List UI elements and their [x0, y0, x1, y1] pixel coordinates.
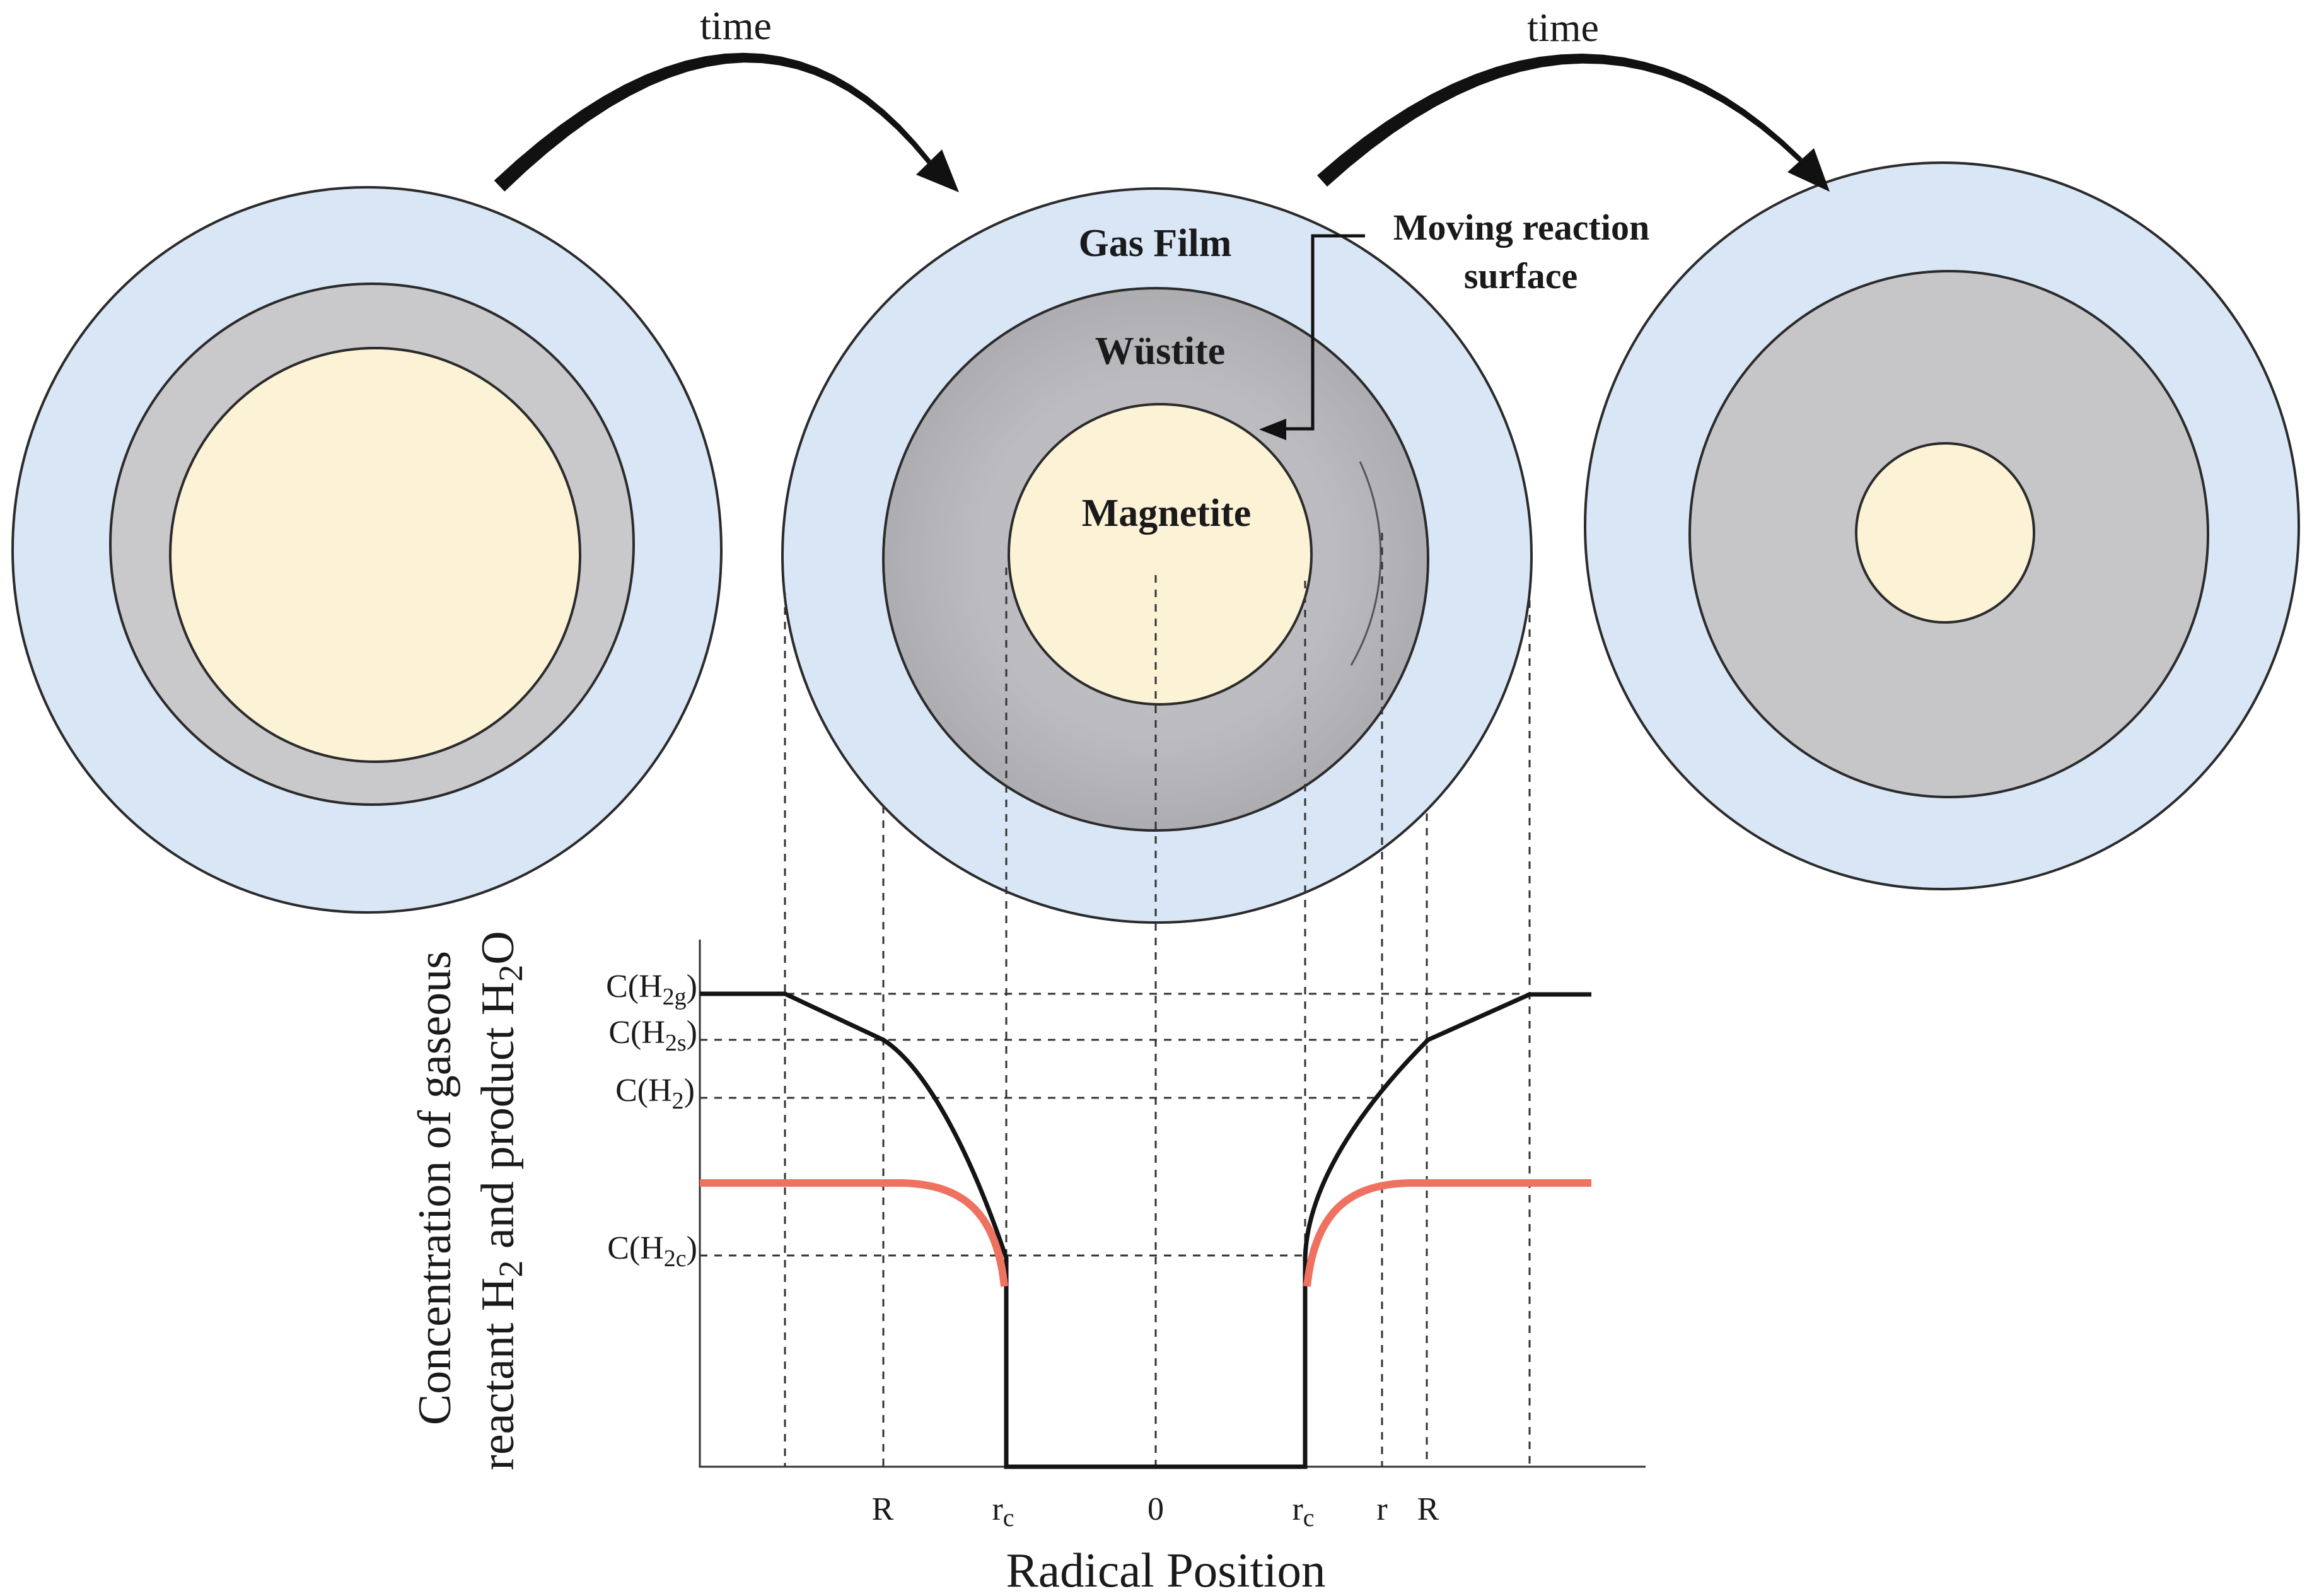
svg-text:rc: rc — [1292, 1491, 1314, 1532]
svg-text:rc: rc — [992, 1491, 1014, 1532]
svg-text:Moving reaction: Moving reaction — [1393, 207, 1649, 248]
svg-text:Gas Film: Gas Film — [1079, 222, 1232, 265]
svg-text:C(H2s): C(H2s) — [608, 1015, 697, 1056]
svg-text:surface: surface — [1464, 255, 1577, 296]
svg-text:Wüstite: Wüstite — [1095, 330, 1226, 373]
svg-text:Concentration of gaseous: Concentration of gaseous — [409, 951, 461, 1425]
svg-text:Radical Position: Radical Position — [1006, 1543, 1326, 1596]
svg-text:Magnetite: Magnetite — [1082, 492, 1252, 535]
svg-text:r: r — [1376, 1491, 1387, 1527]
svg-text:reactant H2 and product H2O: reactant H2 and product H2O — [472, 931, 530, 1470]
svg-text:C(H2g): C(H2g) — [606, 969, 697, 1010]
svg-text:C(H2c): C(H2c) — [607, 1230, 697, 1272]
svg-text:C(H2): C(H2) — [615, 1073, 695, 1114]
svg-text:R: R — [872, 1491, 894, 1527]
svg-text:time: time — [1527, 5, 1599, 50]
svg-text:time: time — [700, 3, 772, 48]
svg-text:R: R — [1417, 1491, 1439, 1527]
svg-text:0: 0 — [1147, 1491, 1164, 1527]
